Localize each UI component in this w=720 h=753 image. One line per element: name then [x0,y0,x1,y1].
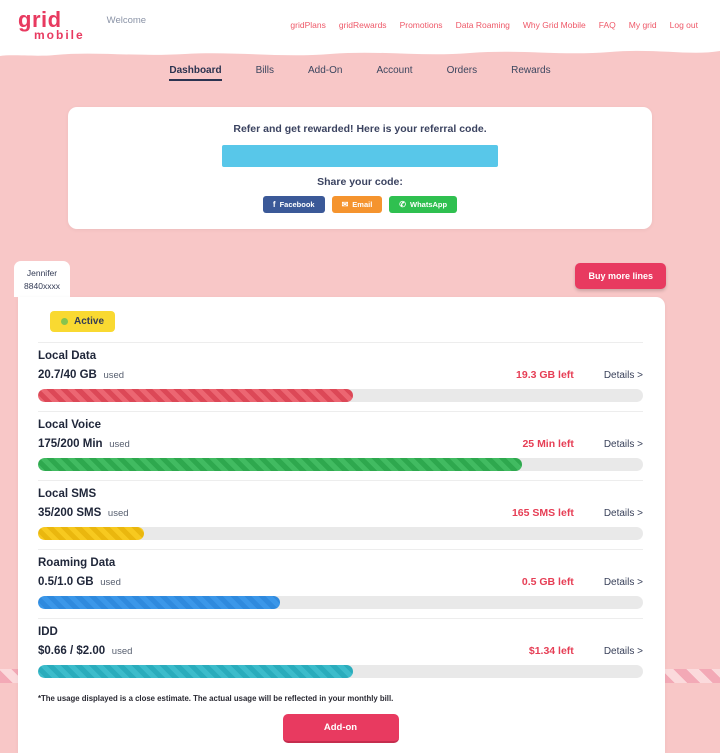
usage-card: Active Local Data 20.7/40 GB used 19.3 G… [18,297,665,753]
share-code-label: Share your code: [317,176,403,188]
referral-code-box [222,145,498,167]
brand-logo[interactable]: grid mobile [18,7,85,42]
details-link[interactable]: Details > [603,508,643,520]
usage-footnote: *The usage displayed is a close estimate… [38,694,394,704]
welcome-text: Welcome [106,15,147,26]
share-button-label: WhatsApp [410,200,448,209]
usage-progress-fill [38,596,280,610]
usage-amount: 20.7/40 GB [38,369,97,382]
usage-progress-track [38,458,643,472]
referral-card: Refer and get rewarded! Here is your ref… [68,107,652,229]
usage-row-title: Local Data [38,350,97,363]
top-nav: gridPlans gridRewards Promotions Data Roami… [290,20,698,30]
account-name: Jennifer [26,268,58,278]
usage-amount: $0.66 / $2.00 [38,645,106,658]
account-number: 8840xxxx [24,281,60,292]
usage-progress-track [38,665,643,679]
tab-bills[interactable]: Bills [255,65,274,76]
email-icon: ✉ [341,199,349,209]
usage-amount-suffix: used [100,370,125,382]
usage-amount-suffix: used [109,646,133,658]
top-nav-link[interactable]: Promotions [399,20,443,30]
tab-dashboard[interactable]: Dashboard [169,65,222,81]
usage-progress-fill [38,527,144,541]
dashboard-tabs: Dashboard Bills Add-On Account Orders Rewards [0,65,720,81]
usage-remaining-label: $1.34 left [528,645,574,658]
share-whatsapp-button[interactable]: ✆ WhatsApp [389,196,458,213]
usage-row: Local Data 20.7/40 GB used 19.3 GB left … [38,342,643,411]
usage-progress-track [38,527,643,541]
usage-amount: 35/200 SMS [38,507,102,520]
wavy-divider [0,45,720,56]
usage-row-title: IDD [38,626,58,639]
usage-amount: 0.5/1.0 GB [38,576,94,589]
referral-message: Refer and get rewarded! Here is your ref… [233,123,487,135]
usage-rows: Local Data 20.7/40 GB used 19.3 GB left … [38,342,643,687]
share-facebook-button[interactable]: f Facebook [262,196,325,213]
usage-row-title: Local Voice [38,419,102,432]
details-link[interactable]: Details > [603,577,643,589]
usage-row-title: Roaming Data [38,557,116,570]
add-on-button[interactable]: Add-on [282,714,399,744]
share-button-label: Email [352,200,373,209]
account-line-tab[interactable]: Jennifer 8840xxxx [14,261,70,298]
tab-add-on[interactable]: Add-On [307,65,343,76]
usage-progress-track [38,389,643,403]
active-status-dot-icon [61,318,68,326]
usage-progress-fill [38,665,353,679]
usage-remaining-label: 25 Min left [522,438,574,451]
top-nav-link[interactable]: Data Roaming [455,20,510,30]
usage-remaining-label: 165 SMS left [511,507,574,520]
usage-row: Roaming Data 0.5/1.0 GB used 0.5 GB left… [38,549,643,618]
top-nav-link[interactable]: Log out [669,20,698,30]
tab-account[interactable]: Account [376,65,413,76]
whatsapp-icon: ✆ [399,199,406,209]
usage-row: IDD $0.66 / $2.00 used $1.34 left Detail… [38,618,643,687]
tab-rewards[interactable]: Rewards [511,65,551,76]
details-link[interactable]: Details > [603,370,643,382]
usage-remaining-label: 19.3 GB left [516,369,574,382]
top-nav-link[interactable]: FAQ [598,20,616,30]
facebook-icon: f [272,199,276,209]
details-link[interactable]: Details > [603,646,643,658]
brand-logo-text-top: grid [18,7,62,32]
usage-amount-suffix: used [97,577,121,589]
details-link[interactable]: Details > [603,439,643,451]
top-nav-link[interactable]: gridRewards [338,20,387,30]
usage-amount-suffix: used [106,439,130,451]
usage-row: Local Voice 175/200 Min used 25 Min left… [38,411,643,480]
usage-progress-track [38,596,643,610]
share-buttons-row: f Facebook ✉ Email ✆ WhatsApp [68,196,652,213]
share-button-label: Facebook [279,200,315,209]
tab-orders[interactable]: Orders [446,65,478,76]
status-badge-label: Active [74,316,105,328]
usage-amount-suffix: used [105,508,129,520]
status-badge: Active [50,311,116,333]
usage-progress-fill [38,389,353,403]
top-nav-link[interactable]: gridPlans [290,20,326,30]
top-nav-link[interactable]: My grid [628,20,657,30]
top-nav-link[interactable]: Why Grid Mobile [522,20,586,30]
usage-row-title: Local SMS [38,488,97,501]
header: grid mobile Welcome gridPlans gridRewards… [0,0,720,46]
usage-remaining-label: 0.5 GB left [521,576,574,589]
buy-more-lines-button[interactable]: Buy more lines [575,263,666,290]
usage-progress-fill [38,458,522,472]
share-email-button[interactable]: ✉ Email [331,196,383,213]
usage-row: Local SMS 35/200 SMS used 165 SMS left D… [38,480,643,549]
brand-logo-text-bottom: mobile [34,28,85,42]
usage-amount: 175/200 Min [38,438,103,451]
